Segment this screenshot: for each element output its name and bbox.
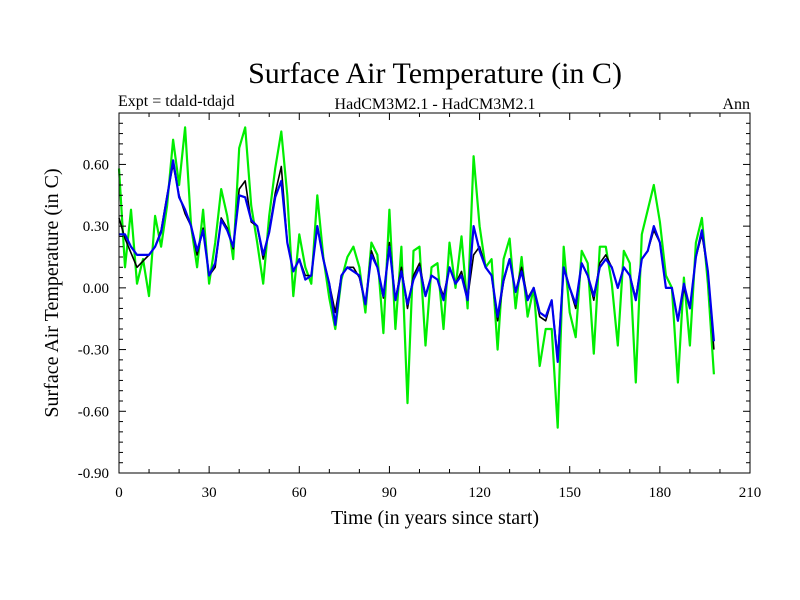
series-layer (117, 126, 715, 429)
x-tick-label: 30 (202, 485, 217, 501)
plot-frame (118, 112, 751, 474)
x-tick-label: 180 (649, 485, 672, 501)
x-tick-label: 210 (739, 485, 762, 501)
series-line-blue (119, 159, 715, 363)
chart-subtitle-right: Ann (722, 96, 750, 113)
x-tick-label: 90 (382, 485, 397, 501)
chart-title: Surface Air Temperature (in C) (248, 57, 622, 90)
y-tick-label: 0.60 (83, 157, 109, 173)
y-tick-label: -0.90 (78, 466, 109, 482)
x-axis-label: Time (in years since start) (331, 507, 539, 529)
chart-subtitle-left: Expt = tdald-tdajd (118, 93, 235, 110)
y-tick-label: -0.30 (78, 343, 109, 359)
x-tick-label: 120 (468, 485, 491, 501)
ticks-layer: 0 30 60 90 120 150 180 210 -0.90 -0.60 -0.30 0.00 0.… (78, 112, 762, 501)
y-tick-label: 0.00 (83, 281, 109, 297)
series-line-green (117, 126, 715, 429)
y-tick-label: -0.60 (78, 404, 109, 420)
y-axis-label: Surface Air Temperature (in C) (41, 168, 63, 417)
x-tick-label: 60 (292, 485, 307, 501)
x-tick-label: 150 (558, 485, 581, 501)
x-tick-label: 0 (115, 485, 123, 501)
y-tick-label: 0.30 (83, 219, 109, 235)
chart-subtitle-center: HadCM3M2.1 - HadCM3M2.1 (335, 96, 536, 113)
